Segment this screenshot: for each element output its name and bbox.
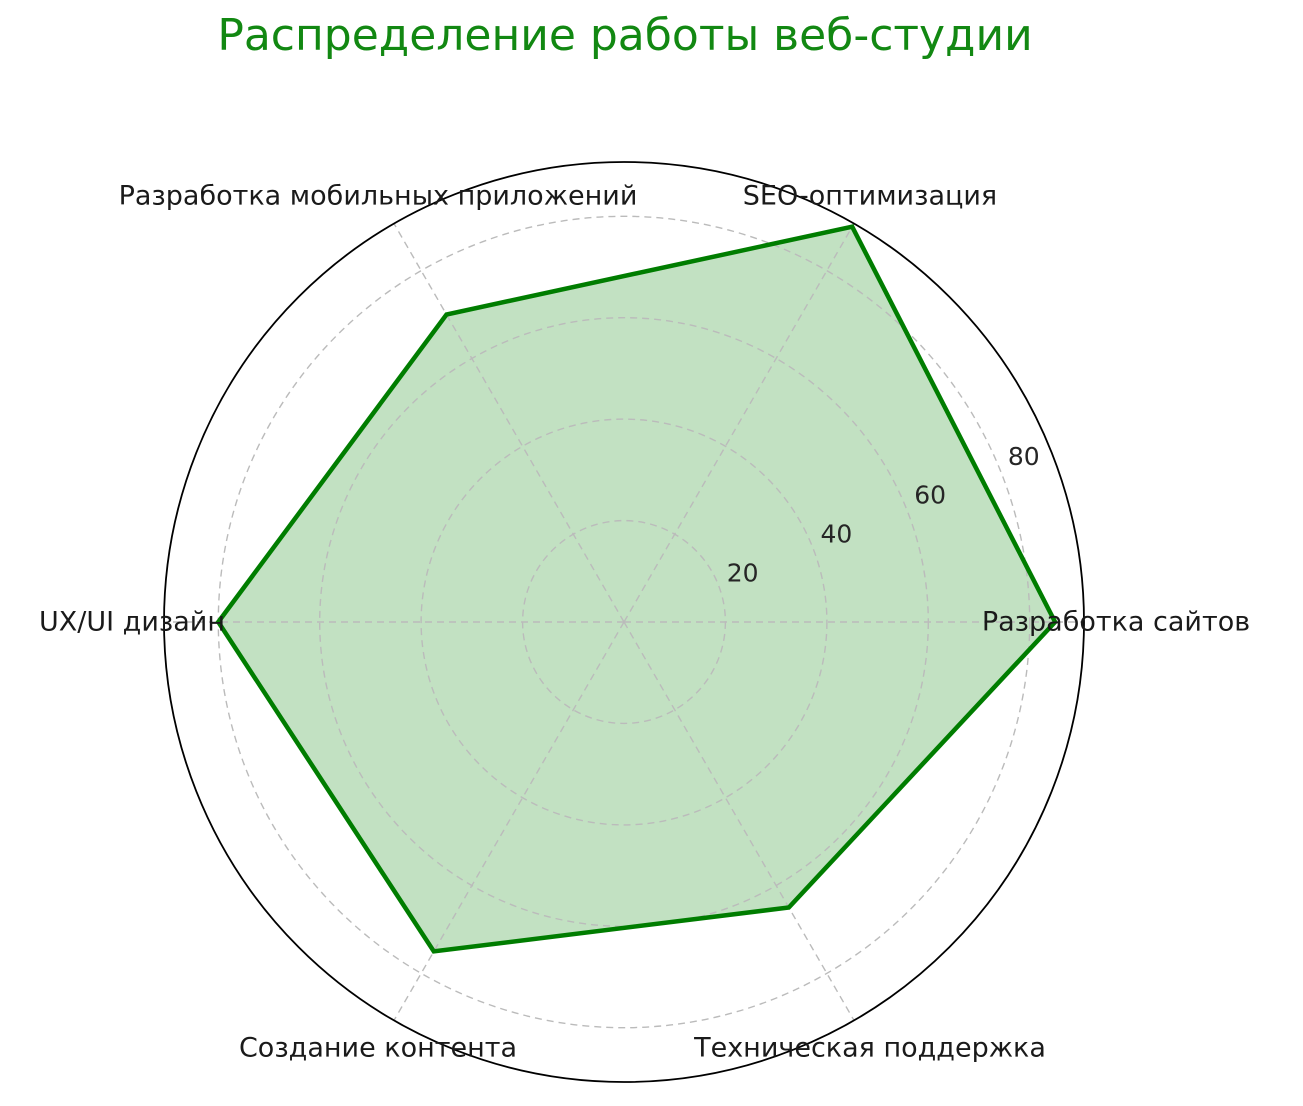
category-label-1: SEO-оптимизация <box>743 180 997 211</box>
rtick-label-60: 60 <box>914 481 946 510</box>
chart-title: Распределение работы веб-студии <box>217 10 1033 61</box>
rtick-label-20: 20 <box>727 558 759 587</box>
polar-spine-circle <box>163 161 1085 1083</box>
radar-polygon-outline <box>215 224 1058 954</box>
axis-line-1 <box>623 223 855 623</box>
axis-line-4 <box>393 621 625 1021</box>
rtick-label-40: 40 <box>820 520 852 549</box>
category-label-4: Создание контента <box>239 1033 517 1064</box>
category-label-2: Разработка мобильных приложений <box>119 180 638 211</box>
grid-circle-40 <box>420 418 828 826</box>
radar-polygon-fill <box>218 226 1056 952</box>
axis-line-5 <box>623 621 855 1021</box>
rtick-label-80: 80 <box>1008 442 1040 471</box>
category-label-3: UX/UI дизайн <box>39 607 225 638</box>
axis-line-2 <box>393 223 625 623</box>
category-label-0: Разработка сайтов <box>982 607 1250 638</box>
category-label-5: Техническая поддержка <box>693 1033 1046 1064</box>
